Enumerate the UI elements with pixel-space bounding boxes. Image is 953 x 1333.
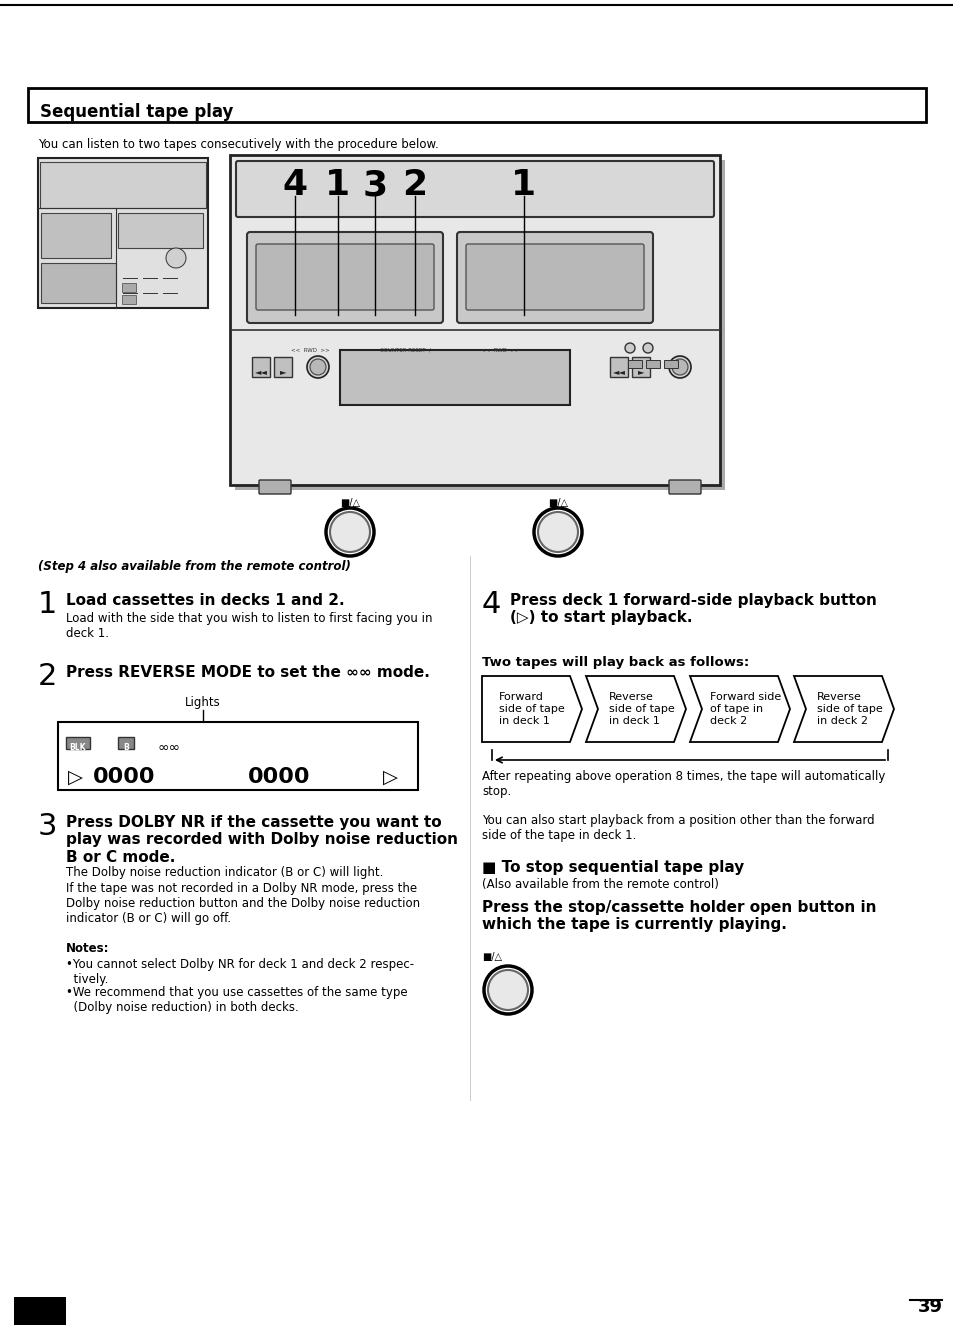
FancyBboxPatch shape bbox=[668, 480, 700, 495]
Text: •You cannot select Dolby NR for deck 1 and deck 2 respec-
  tively.: •You cannot select Dolby NR for deck 1 a… bbox=[66, 958, 414, 986]
Text: After repeating above operation 8 times, the tape will automatically
stop.: After repeating above operation 8 times,… bbox=[481, 770, 884, 798]
Text: Notes:: Notes: bbox=[66, 942, 110, 954]
Text: Sequential tape play: Sequential tape play bbox=[40, 103, 233, 121]
Text: Reverse
side of tape
in deck 1: Reverse side of tape in deck 1 bbox=[608, 692, 674, 725]
Polygon shape bbox=[481, 676, 581, 742]
Text: 1: 1 bbox=[38, 591, 57, 619]
FancyBboxPatch shape bbox=[235, 161, 713, 217]
Circle shape bbox=[534, 508, 581, 556]
Text: 0000: 0000 bbox=[92, 766, 155, 786]
Polygon shape bbox=[793, 676, 893, 742]
FancyBboxPatch shape bbox=[663, 360, 678, 368]
FancyBboxPatch shape bbox=[41, 263, 116, 303]
Circle shape bbox=[483, 966, 532, 1014]
FancyBboxPatch shape bbox=[465, 244, 643, 311]
Text: 0000: 0000 bbox=[248, 766, 310, 786]
Text: ▷: ▷ bbox=[68, 768, 83, 786]
FancyBboxPatch shape bbox=[247, 232, 442, 323]
Text: The Dolby noise reduction indicator (B or C) will light.: The Dolby noise reduction indicator (B o… bbox=[66, 866, 383, 878]
FancyBboxPatch shape bbox=[122, 283, 136, 292]
Text: COUNTER RESET  /: COUNTER RESET / bbox=[379, 348, 430, 353]
Text: BLK: BLK bbox=[70, 742, 86, 752]
FancyBboxPatch shape bbox=[40, 163, 206, 208]
Text: <<  RWD  >>: << RWD >> bbox=[480, 348, 518, 353]
FancyBboxPatch shape bbox=[122, 295, 136, 304]
Text: <<  RWD  >>: << RWD >> bbox=[291, 348, 329, 353]
Text: Load with the side that you wish to listen to first facing you in
deck 1.: Load with the side that you wish to list… bbox=[66, 612, 432, 640]
Text: Lights: Lights bbox=[185, 696, 221, 709]
Text: •We recommend that you use cassettes of the same type
  (Dolby noise reduction) : •We recommend that you use cassettes of … bbox=[66, 986, 407, 1014]
Circle shape bbox=[668, 356, 690, 379]
FancyBboxPatch shape bbox=[234, 160, 724, 491]
Circle shape bbox=[671, 359, 687, 375]
FancyBboxPatch shape bbox=[28, 88, 925, 123]
FancyBboxPatch shape bbox=[645, 360, 659, 368]
Text: Forward side
of tape in
deck 2: Forward side of tape in deck 2 bbox=[710, 692, 781, 725]
FancyBboxPatch shape bbox=[631, 357, 649, 377]
FancyBboxPatch shape bbox=[58, 722, 417, 790]
Polygon shape bbox=[689, 676, 789, 742]
Text: ◄◄: ◄◄ bbox=[612, 367, 625, 376]
Text: Press REVERSE MODE to set the ∞∞ mode.: Press REVERSE MODE to set the ∞∞ mode. bbox=[66, 665, 430, 680]
Circle shape bbox=[624, 343, 635, 353]
Text: ▷: ▷ bbox=[382, 768, 397, 786]
Text: ■ To stop sequential tape play: ■ To stop sequential tape play bbox=[481, 860, 743, 874]
Text: Press deck 1 forward-side playback button
(▷) to start playback.: Press deck 1 forward-side playback butto… bbox=[510, 593, 876, 625]
Text: ■/△: ■/△ bbox=[339, 499, 359, 508]
Text: ►: ► bbox=[279, 367, 286, 376]
Text: Two tapes will play back as follows:: Two tapes will play back as follows: bbox=[481, 656, 748, 669]
Text: Press the stop/cassette holder open button in
which the tape is currently playin: Press the stop/cassette holder open butt… bbox=[481, 900, 876, 932]
FancyBboxPatch shape bbox=[252, 357, 270, 377]
Text: If the tape was not recorded in a Dolby NR mode, press the
Dolby noise reduction: If the tape was not recorded in a Dolby … bbox=[66, 882, 419, 925]
Text: 3: 3 bbox=[362, 168, 387, 203]
Text: Forward
side of tape
in deck 1: Forward side of tape in deck 1 bbox=[498, 692, 564, 725]
FancyBboxPatch shape bbox=[274, 357, 292, 377]
FancyBboxPatch shape bbox=[627, 360, 641, 368]
Circle shape bbox=[326, 508, 374, 556]
FancyBboxPatch shape bbox=[258, 480, 291, 495]
Text: 1: 1 bbox=[511, 168, 536, 203]
FancyBboxPatch shape bbox=[118, 737, 133, 749]
Text: ►: ► bbox=[638, 367, 643, 376]
Text: (Also available from the remote control): (Also available from the remote control) bbox=[481, 878, 719, 890]
Text: 3: 3 bbox=[38, 812, 57, 841]
Text: You can also start playback from a position other than the forward
side of the t: You can also start playback from a posit… bbox=[481, 814, 874, 842]
Circle shape bbox=[307, 356, 329, 379]
Circle shape bbox=[537, 512, 578, 552]
Text: ■/△: ■/△ bbox=[547, 499, 567, 508]
Text: ◄◄: ◄◄ bbox=[254, 367, 267, 376]
Circle shape bbox=[310, 359, 326, 375]
FancyBboxPatch shape bbox=[118, 213, 203, 248]
Circle shape bbox=[642, 343, 652, 353]
FancyBboxPatch shape bbox=[339, 351, 569, 405]
Text: You can listen to two tapes consecutively with the procedure below.: You can listen to two tapes consecutivel… bbox=[38, 139, 438, 151]
Text: B: B bbox=[123, 742, 129, 752]
Text: Reverse
side of tape
in deck 2: Reverse side of tape in deck 2 bbox=[817, 692, 882, 725]
Text: Load cassettes in decks 1 and 2.: Load cassettes in decks 1 and 2. bbox=[66, 593, 344, 608]
Circle shape bbox=[166, 248, 186, 268]
Circle shape bbox=[488, 970, 527, 1010]
Text: Press DOLBY NR if the cassette you want to
play was recorded with Dolby noise re: Press DOLBY NR if the cassette you want … bbox=[66, 814, 457, 865]
FancyBboxPatch shape bbox=[609, 357, 627, 377]
FancyBboxPatch shape bbox=[66, 737, 90, 749]
Text: 2: 2 bbox=[38, 663, 57, 690]
Text: (Step 4 also available from the remote control): (Step 4 also available from the remote c… bbox=[38, 560, 351, 573]
FancyBboxPatch shape bbox=[14, 1297, 66, 1325]
FancyBboxPatch shape bbox=[41, 213, 111, 259]
FancyBboxPatch shape bbox=[255, 244, 434, 311]
Polygon shape bbox=[585, 676, 685, 742]
FancyBboxPatch shape bbox=[456, 232, 652, 323]
Text: 39: 39 bbox=[917, 1298, 942, 1316]
FancyBboxPatch shape bbox=[230, 155, 720, 485]
Text: 1: 1 bbox=[325, 168, 350, 203]
Text: 4: 4 bbox=[481, 591, 501, 619]
Text: 4: 4 bbox=[282, 168, 307, 203]
Text: ■/△: ■/△ bbox=[481, 952, 501, 962]
Text: ∞∞: ∞∞ bbox=[158, 741, 181, 754]
FancyBboxPatch shape bbox=[38, 159, 208, 308]
Text: 2: 2 bbox=[402, 168, 427, 203]
Circle shape bbox=[330, 512, 370, 552]
